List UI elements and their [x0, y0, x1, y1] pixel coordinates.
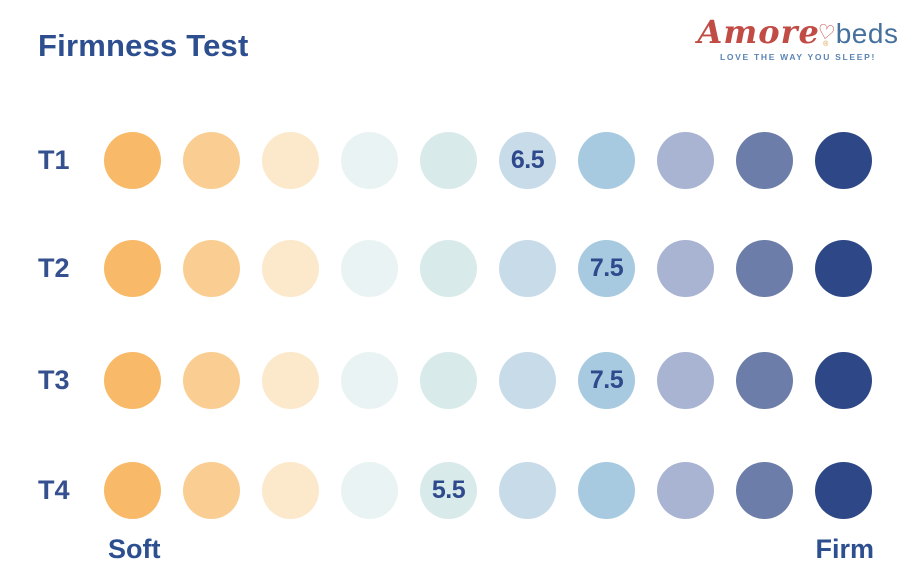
registered-trademark-icon: ® — [823, 41, 829, 48]
firmness-dot: 7.5 — [578, 351, 635, 409]
firmness-dot — [104, 461, 161, 519]
firmness-row: T3 7.5 — [38, 351, 872, 409]
row-label: T4 — [38, 474, 70, 505]
firmness-dot — [499, 351, 556, 409]
firmness-dot: 7.5 — [578, 239, 635, 297]
firmness-dot — [262, 239, 319, 297]
row-label: T2 — [38, 252, 70, 283]
scale-soft-label: Soft — [108, 534, 161, 564]
firmness-dot — [104, 351, 161, 409]
firmness-value: 7.5 — [589, 253, 624, 282]
firmness-dot — [499, 239, 556, 297]
firmness-dot — [815, 239, 872, 297]
firmness-value: 6.5 — [510, 145, 545, 174]
firmness-dot — [262, 131, 319, 189]
firmness-dot — [420, 351, 477, 409]
firmness-row: T4 5.5 — [38, 461, 872, 519]
firmness-dot — [183, 131, 240, 189]
firmness-dot — [183, 239, 240, 297]
heart-icon: ♡ — [815, 20, 837, 46]
firmness-row: T2 7.5 — [38, 239, 872, 297]
firmness-dot — [736, 461, 793, 519]
firmness-dot — [262, 351, 319, 409]
row-label: T1 — [38, 144, 70, 175]
page-title: Firmness Test — [38, 28, 249, 63]
logo-brand-script: Amore — [697, 13, 820, 51]
scale-firm-label: Firm — [815, 534, 874, 564]
firmness-dot: 5.5 — [420, 461, 477, 519]
firmness-dot — [578, 131, 635, 189]
firmness-dot — [657, 239, 714, 297]
firmness-dot — [262, 461, 319, 519]
firmness-dot — [657, 461, 714, 519]
logo-brand-suffix: beds — [835, 18, 899, 49]
firmness-dot — [815, 351, 872, 409]
firmness-dot — [104, 239, 161, 297]
firmness-row: T1 6.5 — [38, 131, 872, 189]
logo-heart-group: ♡ ® — [815, 20, 837, 48]
logo-wordmark: Amore ♡ ® beds — [698, 16, 898, 48]
firmness-dot — [736, 131, 793, 189]
firmness-dot — [183, 461, 240, 519]
firmness-dot — [736, 239, 793, 297]
firmness-dot — [815, 131, 872, 189]
firmness-dot — [183, 351, 240, 409]
amore-beds-logo: Amore ♡ ® beds LOVE THE WAY YOU SLEEP! — [698, 16, 898, 62]
firmness-dot — [578, 461, 635, 519]
firmness-value: 7.5 — [589, 365, 624, 394]
firmness-dot — [499, 461, 556, 519]
firmness-value: 5.5 — [431, 475, 466, 504]
firmness-dot: 6.5 — [499, 131, 556, 189]
firmness-dot — [657, 131, 714, 189]
firmness-dot — [657, 351, 714, 409]
firmness-dot — [420, 239, 477, 297]
firmness-dot — [736, 351, 793, 409]
logo-tagline: LOVE THE WAY YOU SLEEP! — [719, 52, 877, 62]
firmness-dot — [104, 131, 161, 189]
firmness-dot — [341, 131, 398, 189]
firmness-dot — [815, 461, 872, 519]
firmness-dot — [341, 239, 398, 297]
firmness-dot — [420, 131, 477, 189]
row-label: T3 — [38, 364, 70, 395]
firmness-dot — [341, 351, 398, 409]
firmness-dot — [341, 461, 398, 519]
